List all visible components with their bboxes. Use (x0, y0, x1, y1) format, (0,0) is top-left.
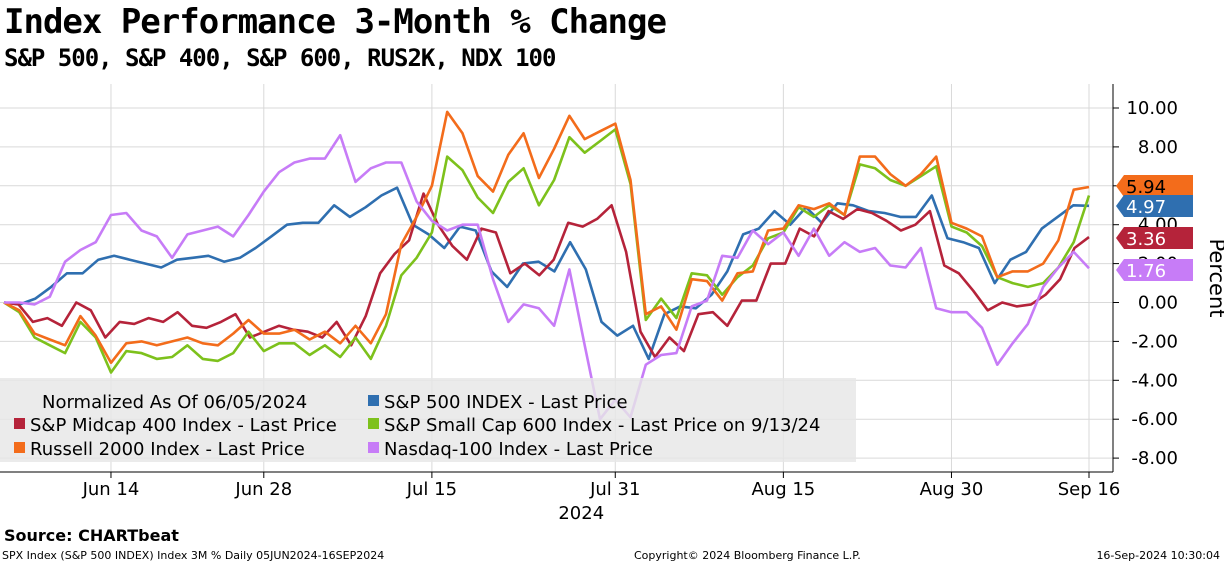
last-value-badge (1116, 195, 1193, 217)
legend-swatch (368, 442, 379, 453)
legend-label: S&P 500 INDEX - Last Price (384, 392, 628, 413)
legend-swatch (14, 418, 25, 429)
x-tick-label: Jul 31 (589, 479, 640, 500)
legend-label: Nasdaq-100 Index - Last Price (384, 439, 653, 460)
y-tick-label: 10.00 (1126, 98, 1178, 119)
y-tick-label: -2.00 (1131, 331, 1178, 352)
last-value-label: 4.97 (1126, 197, 1166, 218)
last-value-label: 5.94 (1126, 177, 1166, 198)
footer-copyright: Copyright© 2024 Bloomberg Finance L.P. (634, 549, 861, 562)
series-lines (3, 110, 1091, 421)
last-value-label: 3.36 (1126, 229, 1166, 250)
legend-label: S&P Small Cap 600 Index - Last Price on … (384, 415, 820, 436)
y-axis-label: Percent (1205, 238, 1224, 317)
y-tick-label: -4.00 (1131, 370, 1178, 391)
legend-swatch (368, 395, 379, 406)
legend-swatch (368, 418, 379, 429)
y-tick-label: 0.00 (1138, 293, 1178, 314)
y-tick-label: 8.00 (1138, 137, 1178, 158)
x-axis-year: 2024 (558, 503, 604, 524)
legend-label: S&P Midcap 400 Index - Last Price (30, 415, 337, 436)
last-value-badges: 5.944.97 3.36 1.76 (1116, 175, 1193, 282)
chart-subtitle: S&P 500, S&P 400, S&P 600, RUS2K, NDX 10… (4, 44, 556, 72)
series-line-4 (4, 133, 1090, 421)
legend-header: Normalized As Of 06/05/2024 (42, 392, 307, 413)
last-value-badge (1116, 175, 1193, 197)
x-tick-label: Jul 15 (406, 479, 457, 500)
x-tick-label: Sep 16 (1058, 479, 1121, 500)
chart-title: Index Performance 3-Month % Change (4, 2, 667, 42)
footer-timestamp: 16-Sep-2024 10:30:04 (1096, 549, 1220, 562)
x-tick-label: Jun 28 (234, 479, 292, 500)
x-tick-label: Jun 14 (82, 479, 140, 500)
legend: Normalized As Of 06/05/2024 S&P 500 INDEX… (0, 378, 856, 462)
legend-label: Russell 2000 Index - Last Price (30, 439, 305, 460)
y-tick-label: -8.00 (1131, 448, 1178, 469)
x-axis: Jun 14 Jun 28 Jul 15 Jul 31 Aug 15 Aug 30 Sep … (0, 471, 1121, 524)
x-tick-label: Aug 30 (920, 479, 984, 500)
source-note: Source: CHARTbeat (4, 526, 179, 545)
x-tick-label: Aug 15 (751, 479, 815, 500)
last-value-label: 1.76 (1126, 261, 1166, 282)
last-value-badge (1116, 259, 1193, 281)
series-line-3 (3, 110, 1090, 365)
y-tick-label: -6.00 (1131, 409, 1178, 430)
last-value-badge (1116, 227, 1193, 249)
footer-left: SPX Index (S&P 500 INDEX) Index 3M % Dai… (2, 549, 385, 562)
legend-box (0, 378, 856, 462)
series-line-1 (3, 192, 1090, 359)
legend-swatch (14, 442, 25, 453)
